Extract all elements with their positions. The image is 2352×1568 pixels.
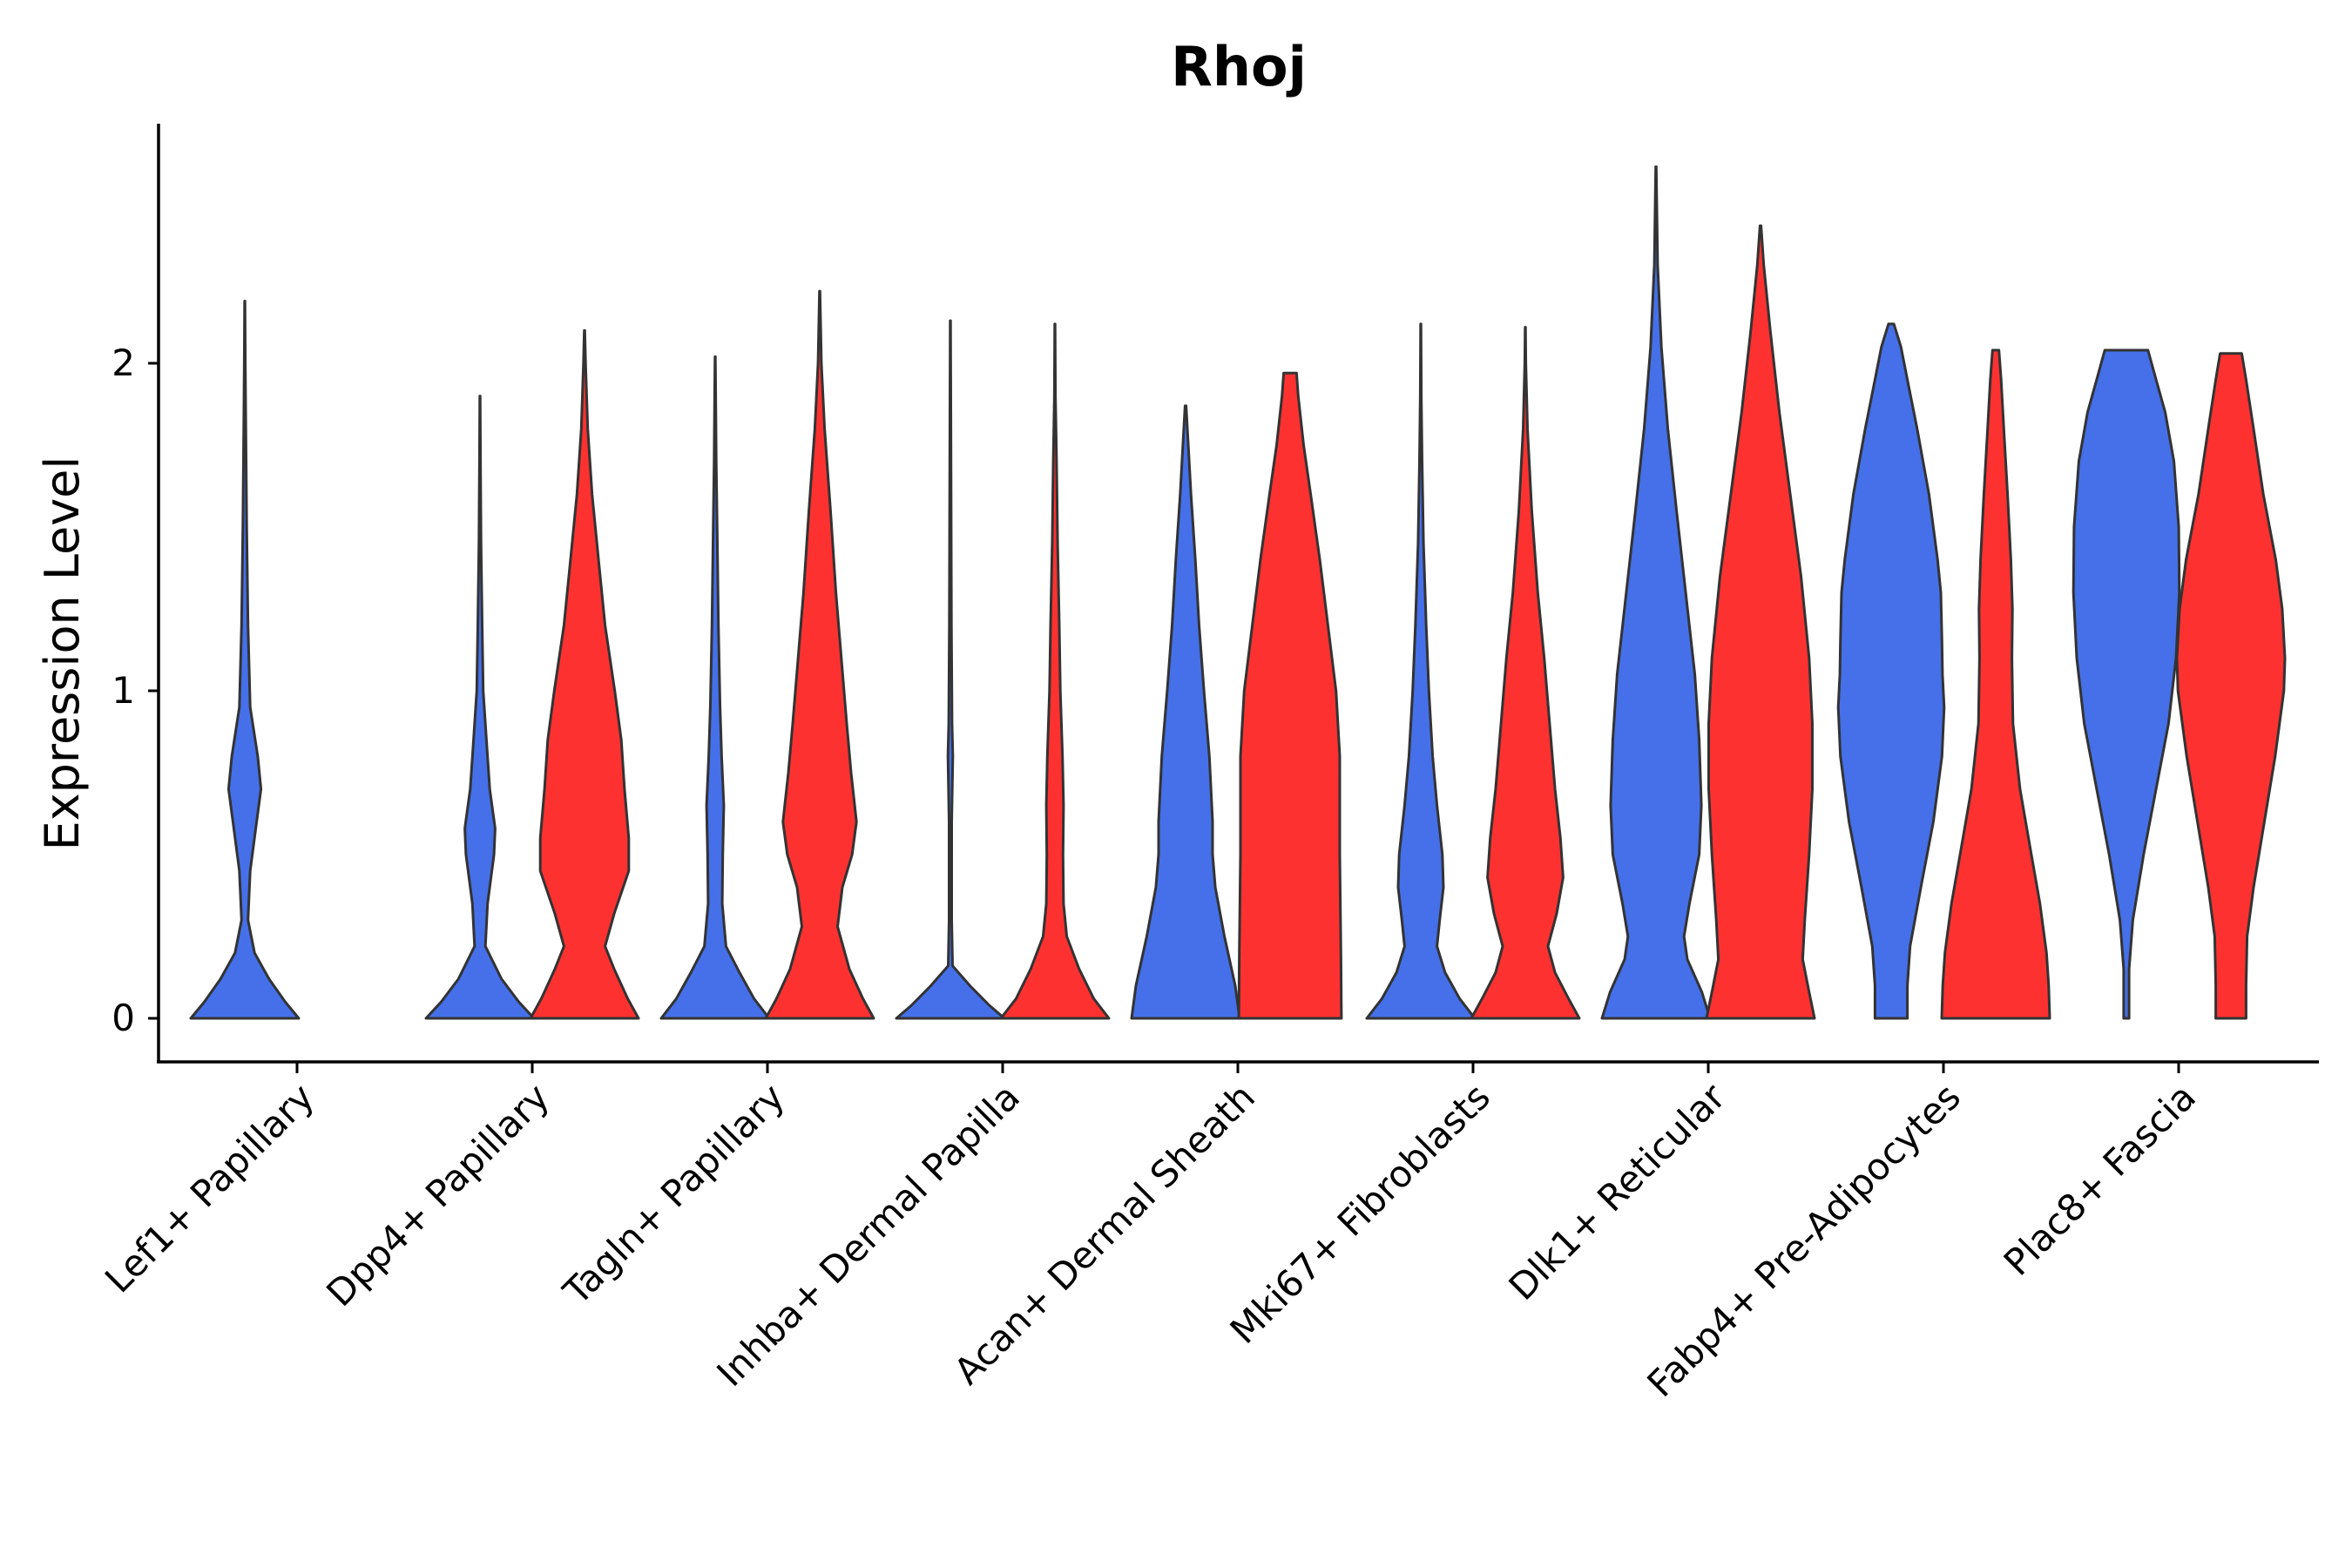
violin-blue-3 [895,319,1006,1020]
violin-blue-0 [189,300,301,1020]
violin-red-4 [1237,371,1343,1020]
violin-blue-5 [1365,322,1477,1020]
violin-blue-1 [424,395,536,1020]
violin-red-7 [1940,348,2051,1020]
violin-red-5 [1470,326,1581,1020]
violin-red-8 [2175,352,2287,1020]
violin-blue-4 [1130,404,1241,1020]
violin-red-2 [764,289,875,1020]
chart-title: Rhoj [1171,35,1307,98]
y-tick-label: 2 [112,341,135,384]
x-tick-label: Mki67+ Fibroblasts [1222,1075,1498,1351]
violin-red-1 [529,328,640,1020]
y-axis-label: Expression Level [35,456,90,851]
violin-blue-2 [659,355,771,1020]
y-tick-label: 1 [112,669,135,712]
violin-blue-6 [1600,165,1712,1020]
x-tick-label: Lef1+ Papillary [97,1075,322,1301]
y-tick-label: 0 [112,997,135,1039]
x-tick-label: Dlk1+ Reticular [1501,1075,1734,1308]
y-axis-ticks: 0 1 2 [112,341,159,1039]
x-tick-label: Tagln+ Papillary [555,1075,793,1313]
violin-red-6 [1705,224,1816,1020]
x-tick-label: Plac8+ Fascia [1996,1075,2204,1283]
violin-blue-8 [2072,348,2181,1020]
plot-area [189,165,2287,1020]
violin-red-3 [999,322,1111,1020]
violin-blue-7 [1836,322,1946,1020]
x-tick-label: Dpp4+ Papillary [318,1075,558,1315]
